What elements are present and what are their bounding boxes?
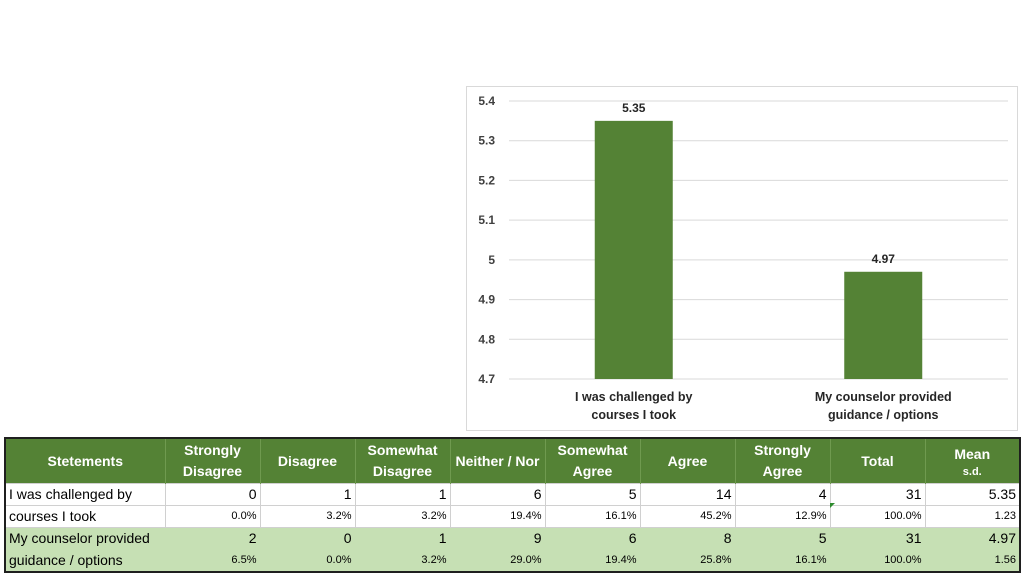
table-header-row: Stetements Strongly Disagree Disagree Somewh… <box>4 438 1020 484</box>
column-header: Neither / Nor <box>449 438 545 484</box>
count-cell: 2 <box>164 527 261 550</box>
count-cell: 0 <box>164 483 261 506</box>
count-cell: 4 <box>734 483 831 506</box>
percent-cell: 29.0% <box>449 549 546 573</box>
percent-cell: 3.2% <box>354 549 451 573</box>
percent-cell: 1.56 <box>924 549 1021 573</box>
y-tick-label: 5.1 <box>478 213 495 227</box>
x-category-label: courses I took <box>591 408 676 422</box>
column-header-label: Disagree <box>182 463 243 479</box>
column-header-label: Strongly <box>184 442 241 458</box>
percent-cell: 19.4% <box>544 549 641 573</box>
count-cell: 14 <box>639 483 736 506</box>
x-category-label: My counselor provided <box>815 390 952 404</box>
percent-cell: 3.2% <box>354 505 451 528</box>
percent-cell: 0.0% <box>259 549 356 573</box>
count-cell: 1 <box>354 527 451 550</box>
table-row: courses I took 0.0% 3.2% 3.2% 19.4% 16.1% 45.2… <box>4 505 1021 528</box>
y-tick-label: 4.9 <box>478 293 495 307</box>
count-cell: 5 <box>544 483 641 506</box>
column-header: Total <box>829 438 925 484</box>
y-tick-label: 5.4 <box>478 94 495 108</box>
column-header: Strongly Agree <box>734 438 830 484</box>
count-cell: 5 <box>734 527 831 550</box>
x-category-label: guidance / options <box>828 408 938 422</box>
percent-cell: 0.0% <box>164 505 261 528</box>
percent-cell: 16.1% <box>734 549 831 573</box>
survey-table: Stetements Strongly Disagree Disagree Somewh… <box>4 437 1021 573</box>
statement-cell: My counselor provided <box>4 527 166 550</box>
data-label: 4.97 <box>872 252 896 266</box>
column-header-label: Somewhat <box>557 442 628 458</box>
count-cell: 8 <box>639 527 736 550</box>
y-tick-label: 5.3 <box>478 134 495 148</box>
percent-cell: 45.2% <box>639 505 736 528</box>
percent-cell: 16.1% <box>544 505 641 528</box>
column-header-label: Strongly <box>754 442 811 458</box>
column-header-label: Disagree <box>372 463 433 479</box>
x-category-label: I was challenged by <box>575 390 692 404</box>
count-cell: 6 <box>449 483 546 506</box>
column-header: Stetements <box>4 438 165 484</box>
percent-cell: 1.23 <box>924 505 1021 528</box>
percent-cell: 12.9% <box>734 505 831 528</box>
bar <box>844 271 923 379</box>
y-tick-label: 5.2 <box>478 173 495 187</box>
bar-chart: 4.7 4.8 4.9 5 5.1 5.2 5.3 5.4 5.35 I was challeng… <box>466 86 1018 431</box>
y-tick-label: 4.8 <box>478 332 495 346</box>
count-cell: 31 <box>829 527 926 550</box>
column-header-label: Mean <box>954 445 991 462</box>
data-label: 5.35 <box>622 101 646 115</box>
percent-cell: 19.4% <box>449 505 546 528</box>
chart-svg: 4.7 4.8 4.9 5 5.1 5.2 5.3 5.4 5.35 I was challeng… <box>478 94 1008 422</box>
percent-cell: 3.2% <box>259 505 356 528</box>
column-header: Strongly Disagree <box>164 438 260 484</box>
column-header: Somewhat Disagree <box>354 438 450 484</box>
percent-cell: 6.5% <box>164 549 261 573</box>
count-cell: 9 <box>449 527 546 550</box>
count-cell: 0 <box>259 527 356 550</box>
count-cell: 4.97 <box>924 527 1021 550</box>
statement-cell: I was challenged by <box>4 483 166 506</box>
column-header-sublabel: s.d. <box>962 465 982 478</box>
column-header-label: Agree <box>762 463 803 479</box>
column-header: Agree <box>639 438 735 484</box>
y-tick-label: 5 <box>488 253 495 267</box>
column-header: Mean s.d. <box>924 438 1020 484</box>
percent-cell: 100.0% <box>829 549 926 573</box>
table-row: guidance / options 6.5% 0.0% 3.2% 29.0% 19.4%… <box>4 549 1021 573</box>
column-header: Somewhat Agree <box>544 438 640 484</box>
statement-cell: guidance / options <box>4 549 166 573</box>
column-header-label: Somewhat <box>367 442 438 458</box>
bar <box>594 120 673 379</box>
y-tick-label: 4.7 <box>478 372 495 386</box>
count-cell: 6 <box>544 527 641 550</box>
count-cell: 1 <box>354 483 451 506</box>
table-row: My counselor provided 2 0 1 9 6 8 5 31 4.97 <box>4 527 1021 550</box>
count-cell: 1 <box>259 483 356 506</box>
table-row: I was challenged by 0 1 1 6 5 14 4 31 5.35 <box>4 483 1021 506</box>
column-header-label: Agree <box>572 463 613 479</box>
comment-indicator-icon <box>830 503 835 508</box>
percent-cell: 100.0% <box>829 505 926 528</box>
statement-cell: courses I took <box>4 505 166 528</box>
percent-cell: 25.8% <box>639 549 736 573</box>
column-header: Disagree <box>259 438 355 484</box>
count-cell: 31 <box>829 483 926 506</box>
count-cell: 5.35 <box>924 483 1021 506</box>
